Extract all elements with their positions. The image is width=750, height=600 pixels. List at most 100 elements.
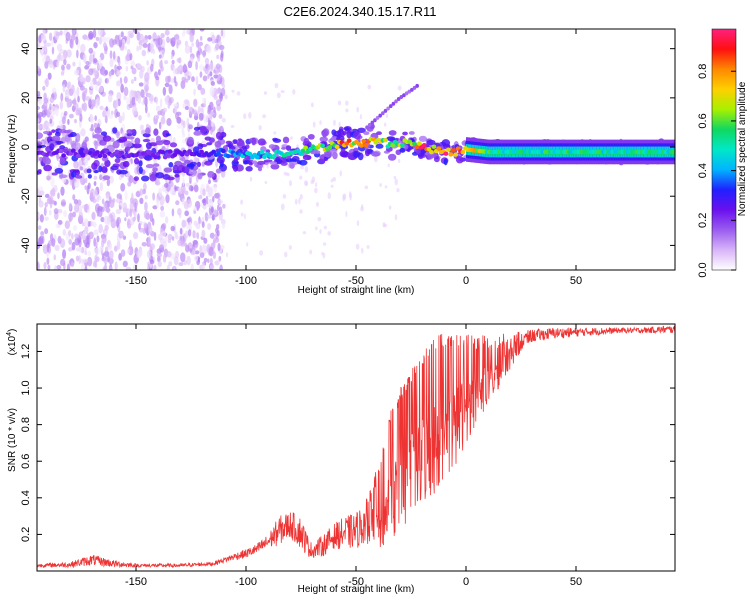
spectrogram-y-tick-label: -40 — [20, 237, 32, 253]
spectrogram-halo-cell — [37, 169, 42, 173]
spectrogram-noise-cell — [243, 113, 247, 120]
spectrogram-noise-cell — [190, 263, 194, 270]
spectrogram-noise-cell — [88, 47, 94, 54]
spectrogram-noise-cell — [179, 227, 183, 235]
spectrogram-noise-cell — [56, 43, 63, 52]
spectrogram-noise-cell — [116, 131, 120, 139]
snr-y-tick-label: 0.2 — [20, 527, 32, 542]
spectrogram-ridge-cell — [199, 149, 204, 155]
spectrogram-noise-cell — [198, 112, 204, 121]
spectrogram-noise-cell — [174, 231, 178, 239]
spectrogram-noise-cell — [68, 212, 74, 222]
spectrogram-noise-cell — [201, 97, 205, 103]
spectrogram-noise-cell — [166, 118, 172, 127]
spectrogram-noise-cell — [64, 220, 70, 230]
spectrogram-noise-cell — [207, 73, 210, 79]
spectrogram-noise-cell — [249, 176, 253, 182]
spectrogram-noise-cell — [152, 192, 156, 201]
spectrogram-ridge-cell — [448, 152, 454, 157]
spectrogram-noise-cell — [191, 76, 195, 83]
spectrogram-noise-cell — [159, 200, 163, 206]
spectrogram-noise-cell — [44, 42, 47, 53]
spectrogram-ridge-cell — [414, 144, 420, 149]
spectrogram-noise-cell — [199, 252, 205, 258]
spectrogram-noise-cell — [146, 249, 152, 259]
spectrogram-noise-cell — [79, 113, 83, 122]
spectrogram-noise-cell — [124, 45, 128, 51]
spectrogram-ridge-cell — [184, 152, 190, 157]
spectrogram-noise-cell — [136, 250, 142, 259]
spectrogram-noise-cell — [125, 266, 132, 270]
spectrogram-noise-cell — [218, 206, 223, 215]
spectrogram-noise-cell — [143, 95, 146, 105]
spectrogram-noise-cell — [172, 66, 176, 76]
spectrogram-halo-cell — [155, 135, 162, 142]
spectrogram-halo-cell — [142, 133, 151, 138]
snr-scale-label: (x104) — [6, 329, 18, 356]
spectrogram-noise-cell — [94, 247, 101, 256]
spectrogram-noise-cell — [51, 237, 56, 247]
spectrogram-halo-cell — [197, 143, 204, 150]
spectrogram-noise-cell — [41, 123, 47, 131]
svg-text:(x104): (x104) — [6, 329, 18, 356]
spectrogram-halo-cell — [169, 142, 178, 148]
spectrogram-noise-cell — [120, 31, 124, 38]
colorbar: 0.0 0.2 0.4 0.6 0.8 Normalized spectral ampl… — [697, 28, 748, 278]
spectrogram-noise-cell — [259, 250, 264, 256]
spectrogram-noise-cell — [76, 86, 80, 97]
spectrogram-halo-cell — [110, 165, 119, 171]
spectrogram-ridge-cell — [75, 153, 81, 159]
spectrogram-halo-cell — [96, 134, 105, 142]
spectrogram-noise-cell — [86, 234, 90, 245]
spectrogram-noise-cell — [393, 175, 397, 180]
spectrogram-noise-cell — [175, 200, 180, 206]
spectrogram-noise-cell — [118, 230, 124, 239]
spectrogram-noise-cell — [184, 105, 189, 111]
spectrogram-noise-cell — [216, 54, 220, 60]
spectrogram-noise-cell — [305, 181, 309, 187]
snr-y-tick-label: 0.4 — [20, 490, 32, 505]
spectrogram-noise-cell — [127, 181, 132, 187]
spectrogram-noise-cell — [92, 189, 98, 198]
spectrogram-noise-cell — [77, 199, 82, 206]
spectrogram-noise-cell — [118, 252, 123, 261]
spectrogram-noise-cell — [87, 256, 93, 267]
spectrogram-noise-cell — [73, 180, 80, 188]
spectrogram-noise-cell — [355, 243, 360, 250]
spectrogram-noise-cell — [138, 114, 142, 121]
spectrogram-halo-cell — [59, 145, 66, 150]
spectrogram-ridge-cell — [70, 148, 76, 153]
spectrogram-noise-cell — [96, 197, 100, 203]
spectrogram-noise-cell — [173, 103, 179, 108]
snr-y-axis-label: SNR (10 * v/v) — [7, 408, 18, 472]
spectrogram-noise-cell — [288, 245, 292, 250]
spectrogram-noise-cell — [201, 221, 205, 228]
spectrogram-halo-cell — [455, 155, 464, 164]
spectrogram-halo-cell — [177, 165, 185, 173]
spectrogram-ridge-cell — [436, 146, 442, 151]
spectrogram-noise-cell — [60, 258, 66, 267]
spectrogram-noise-cell — [342, 194, 346, 202]
spectrogram-noise-cell — [157, 37, 163, 46]
spectrogram-noise-cell — [84, 87, 88, 94]
spectrogram-noise-cell — [98, 63, 102, 70]
spectrogram-noise-cell — [71, 241, 76, 251]
snr-x-tick-label: 0 — [463, 576, 469, 588]
spectrogram-noise-cell — [123, 76, 128, 84]
spectrogram-halo-cell — [307, 133, 315, 140]
spectrogram-noise-cell — [170, 37, 176, 47]
spectrogram-noise-cell — [156, 252, 162, 258]
spectrogram-noise-cell — [212, 131, 216, 140]
spectrogram-halo-cell — [285, 145, 292, 151]
spectrogram-noise-cell — [132, 231, 139, 240]
spectrogram-noise-cell — [202, 204, 207, 210]
spectrogram-noise-cell — [205, 63, 209, 69]
spectrogram-noise-cell — [266, 163, 269, 169]
spectrogram-halo-cell — [51, 172, 58, 176]
spectrogram-noise-cell — [196, 232, 200, 240]
spectrogram-noise-cell — [161, 230, 167, 237]
spectrogram-noise-cell — [220, 29, 224, 37]
spectrogram-ridge-cell — [271, 154, 277, 159]
spectrogram-noise-cell — [149, 43, 154, 54]
spectrogram-noise-cell — [230, 124, 235, 129]
